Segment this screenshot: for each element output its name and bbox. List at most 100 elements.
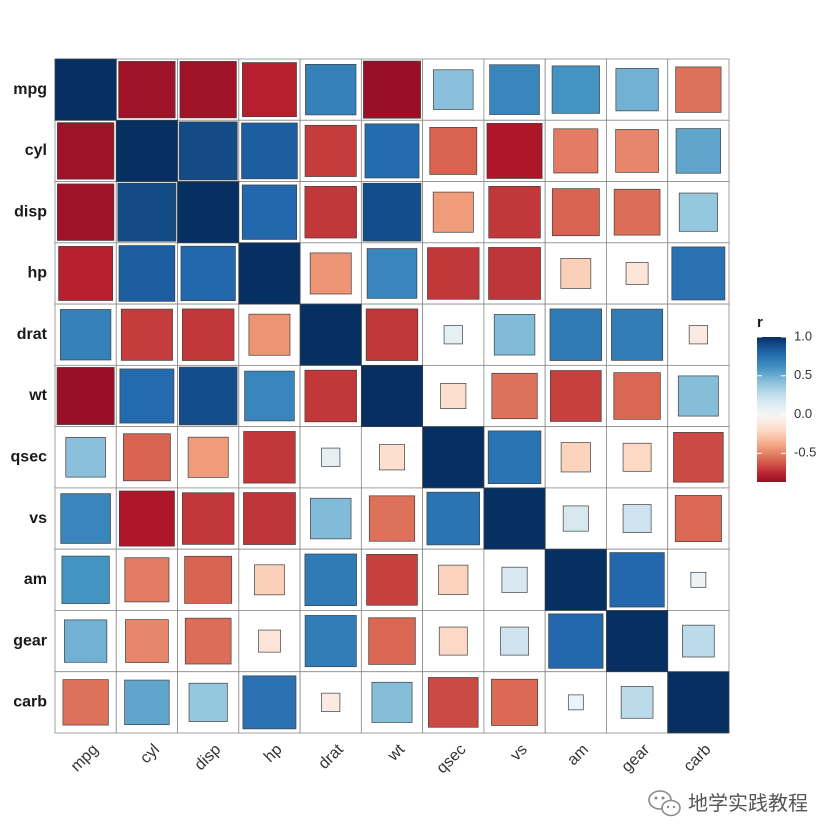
row-label-qsec: qsec: [11, 448, 48, 465]
legend-tick-label: 0.5: [794, 367, 812, 382]
correlation-square-carb-disp: [188, 682, 228, 722]
correlation-square-qsec-carb: [673, 432, 724, 483]
column-label-hp: hp: [261, 741, 286, 766]
legend-tick-label: 1.0: [794, 328, 812, 343]
correlation-square-mpg-mpg: [54, 58, 117, 121]
correlation-square-mpg-am: [551, 65, 600, 114]
correlation-square-drat-carb: [688, 325, 708, 345]
row-label-vs: vs: [29, 510, 47, 527]
column-label-gear: gear: [619, 741, 654, 776]
correlation-square-hp-qsec: [427, 247, 480, 300]
wechat-icon: [648, 790, 681, 817]
correlation-square-am-cyl: [124, 557, 170, 603]
column-label-drat: drat: [315, 741, 347, 773]
correlation-square-drat-drat: [299, 303, 362, 366]
correlation-square-gear-disp: [184, 617, 232, 665]
correlation-square-mpg-qsec: [433, 69, 474, 110]
correlation-square-vs-wt: [368, 495, 416, 542]
correlation-square-vs-gear: [622, 504, 652, 533]
correlation-square-am-wt: [366, 554, 418, 606]
correlation-square-disp-hp: [241, 184, 298, 240]
correlation-square-vs-mpg: [60, 493, 111, 544]
correlation-square-carb-carb: [667, 671, 730, 734]
correlation-square-disp-cyl: [117, 182, 177, 242]
correlation-square-gear-vs: [500, 626, 529, 656]
row-label-disp: disp: [14, 203, 47, 220]
correlation-square-vs-drat: [310, 497, 352, 540]
correlation-square-qsec-mpg: [65, 437, 106, 478]
correlation-square-am-disp: [184, 555, 233, 604]
correlation-square-vs-vs: [483, 487, 546, 550]
row-labels: mpg cyl disp hp drat wt qsec vs am gear carb: [11, 81, 48, 711]
correlation-square-drat-wt: [365, 308, 419, 361]
correlation-square-mpg-disp: [179, 61, 237, 119]
correlation-square-drat-cyl: [120, 308, 173, 361]
correlation-square-qsec-vs: [487, 430, 542, 484]
correlation-square-wt-am: [550, 370, 602, 422]
correlation-square-am-gear: [609, 552, 665, 608]
correlation-square-disp-disp: [177, 181, 240, 244]
correlation-square-cyl-mpg: [57, 122, 115, 180]
correlation-square-hp-cyl: [118, 245, 176, 302]
correlation-square-wt-vs: [491, 372, 538, 420]
correlation-square-wt-cyl: [119, 368, 175, 424]
correlation-square-disp-vs: [488, 186, 541, 239]
legend-title: r: [757, 314, 763, 331]
correlation-square-wt-hp: [244, 370, 295, 422]
correlation-square-drat-vs: [493, 314, 536, 356]
correlation-square-cyl-am: [553, 128, 599, 174]
correlation-square-wt-carb: [677, 375, 719, 417]
correlation-square-gear-wt: [368, 617, 416, 665]
correlation-square-carb-cyl: [124, 679, 170, 726]
correlation-square-vs-hp: [243, 492, 296, 545]
correlation-square-cyl-drat: [304, 124, 357, 177]
correlation-square-vs-carb: [674, 495, 722, 543]
correlation-square-am-am: [544, 548, 607, 611]
correlation-square-hp-wt: [366, 248, 418, 299]
watermark-text: 地学实践教程: [688, 792, 808, 815]
correlation-square-am-qsec: [438, 564, 469, 595]
legend-tick-label: -0.5: [794, 445, 816, 460]
legend-colorbar: [757, 337, 786, 482]
correlation-square-wt-disp: [178, 366, 238, 426]
correlation-square-cyl-carb: [675, 128, 722, 174]
correlation-square-gear-cyl: [125, 619, 169, 663]
column-label-mpg: mpg: [68, 741, 102, 775]
correlation-square-qsec-wt: [379, 444, 405, 471]
heatmap-cells: [54, 58, 730, 734]
correlation-square-wt-mpg: [56, 367, 115, 425]
correlation-square-gear-drat: [304, 615, 357, 668]
correlation-square-disp-carb: [678, 192, 718, 232]
correlation-square-cyl-gear: [615, 129, 659, 173]
correlation-square-hp-drat: [309, 252, 352, 295]
correlation-square-hp-am: [560, 258, 592, 289]
correlation-square-wt-drat: [304, 369, 357, 423]
correlation-square-carb-gear: [620, 686, 654, 719]
correlation-square-hp-mpg: [58, 246, 114, 301]
correlation-square-qsec-gear: [622, 442, 652, 472]
correlation-square-gear-gear: [606, 610, 669, 673]
column-label-qsec: qsec: [434, 741, 470, 777]
color-legend: r 1.0 0.5 0.0 -0.5: [757, 314, 816, 482]
correlation-square-hp-hp: [238, 242, 301, 305]
correlation-square-carb-mpg: [62, 679, 109, 726]
correlation-square-vs-cyl: [118, 490, 175, 547]
correlation-square-vs-disp: [182, 492, 235, 545]
column-label-carb: carb: [681, 741, 715, 775]
correlation-square-mpg-vs: [489, 64, 540, 115]
correlation-square-hp-disp: [180, 245, 236, 302]
correlation-square-cyl-disp: [178, 121, 238, 181]
correlation-square-disp-qsec: [432, 191, 474, 233]
correlation-square-qsec-drat: [321, 447, 341, 467]
correlation-square-gear-mpg: [64, 619, 108, 663]
correlation-square-gear-hp: [258, 629, 281, 653]
correlation-square-carb-wt: [371, 681, 413, 723]
correlation-square-cyl-vs: [486, 122, 543, 179]
correlation-square-wt-gear: [613, 372, 661, 420]
correlation-square-drat-hp: [248, 313, 291, 356]
row-label-wt: wt: [28, 387, 47, 404]
column-label-vs: vs: [507, 741, 530, 764]
correlation-square-cyl-hp: [241, 122, 298, 180]
correlation-square-drat-mpg: [60, 309, 112, 361]
correlation-square-cyl-cyl: [115, 119, 178, 182]
